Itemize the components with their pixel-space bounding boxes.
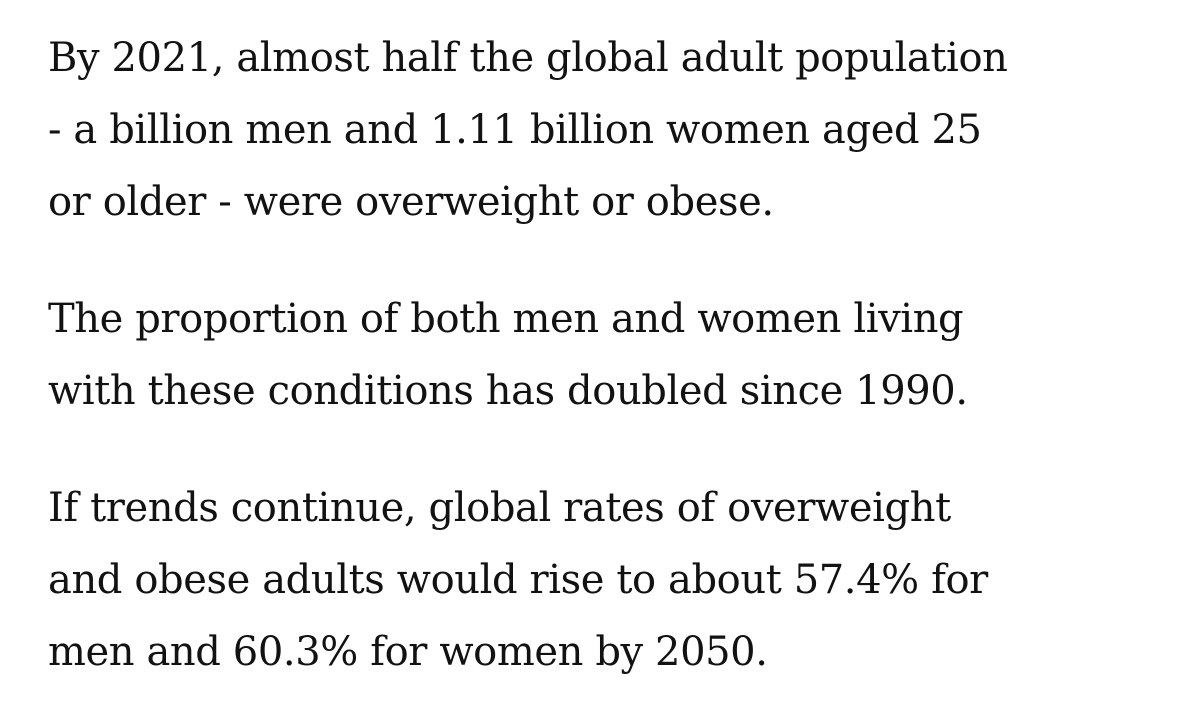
paragraph-2050-projection: If trends continue, global rates of over… xyxy=(48,485,988,675)
paragraph-doubled-since-1990: The proportion of both men and women liv… xyxy=(48,296,968,414)
paragraph-adult-population-2021: By 2021, almost half the global adult po… xyxy=(48,35,1008,225)
